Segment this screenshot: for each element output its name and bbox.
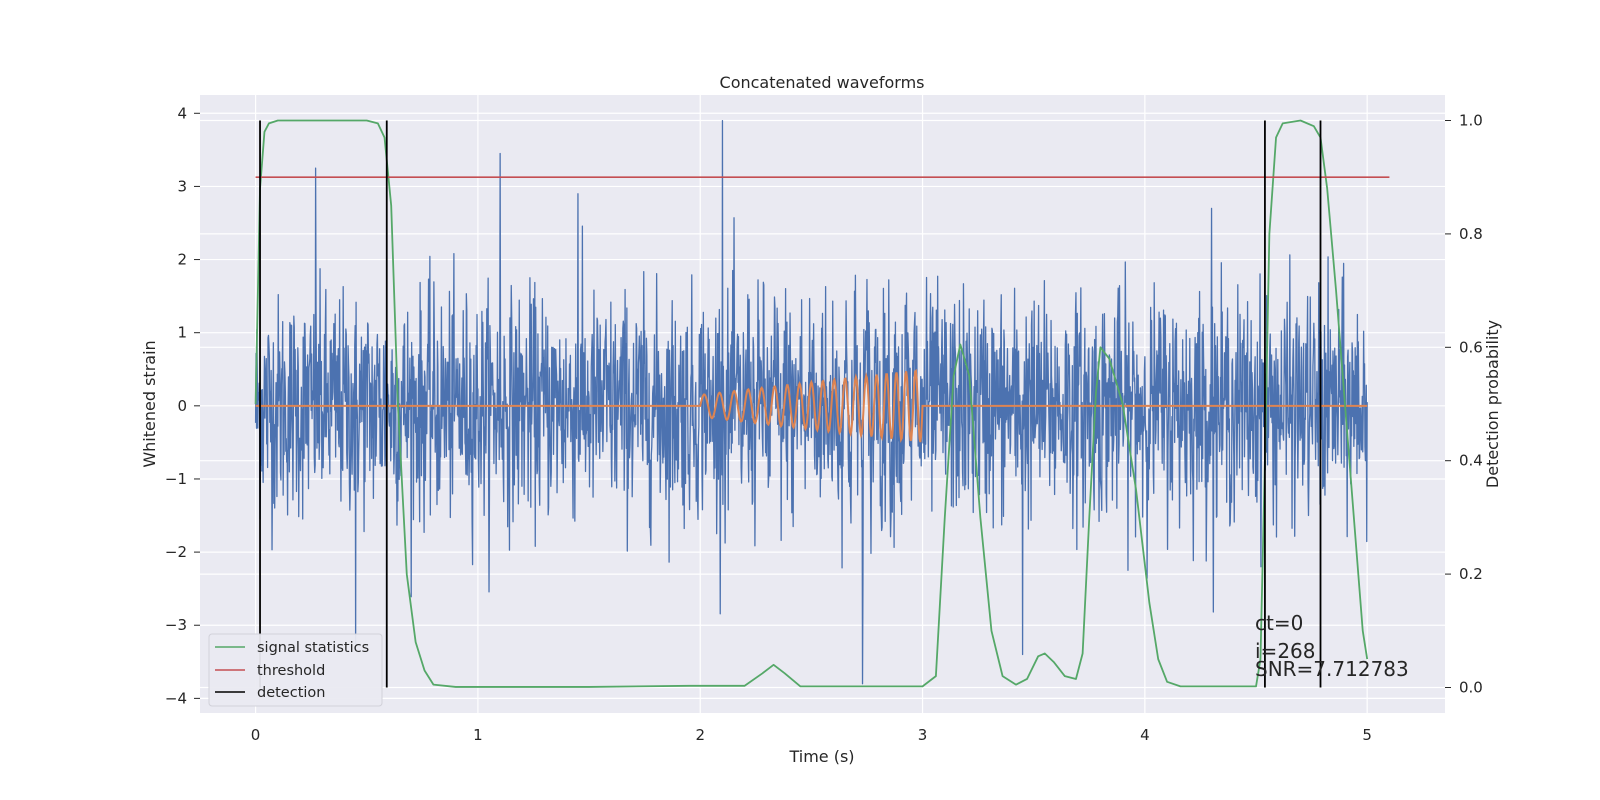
annotation-snr: SNR=7.712783 xyxy=(1255,657,1409,681)
x-tick-label: 2 xyxy=(695,726,705,744)
right-y-tick-label: 0.4 xyxy=(1459,452,1483,470)
right-y-axis-label: Detection probability xyxy=(1483,320,1502,488)
y-tick-label: 4 xyxy=(177,104,187,122)
chart-title: Concatenated waveforms xyxy=(720,73,925,92)
y-tick-label: 2 xyxy=(177,251,187,269)
detection-overlay xyxy=(254,119,1390,688)
right-y-tick-label: 0.6 xyxy=(1459,338,1483,356)
y-tick-label: 1 xyxy=(177,324,187,342)
signal-statistics-line xyxy=(254,119,1369,688)
y-tick-label: −3 xyxy=(165,616,187,634)
y-tick-label: 0 xyxy=(177,397,187,415)
legend-box xyxy=(208,633,383,707)
right-y-tick-label: 0.8 xyxy=(1459,225,1483,243)
x-tick-label: 4 xyxy=(1140,726,1150,744)
y-tick-label: −2 xyxy=(165,543,187,561)
y-tick-label: −1 xyxy=(165,470,187,488)
right-y-tick-label: 1.0 xyxy=(1459,112,1483,130)
whitened-strain-line xyxy=(254,119,1368,685)
x-tick-label: 3 xyxy=(918,726,928,744)
annotation-ct: ct=0 xyxy=(1255,611,1303,635)
right-y-tick-label: 0.2 xyxy=(1459,565,1483,583)
y-tick-label: −4 xyxy=(165,689,187,707)
x-tick-label: 0 xyxy=(251,726,261,744)
legend-label-threshold: threshold xyxy=(257,663,325,679)
right-y-tick-label: 0.0 xyxy=(1459,678,1483,696)
legend-label-signal-statistics: signal statistics xyxy=(257,640,369,656)
x-axis-label: Time (s) xyxy=(788,747,854,766)
legend-label-detection: detection xyxy=(257,685,325,701)
annotation-index: i=268 xyxy=(1255,639,1316,663)
legend: signal statistics threshold detection xyxy=(208,633,383,707)
annotation: ct=0 i=268 SNR=7.712783 xyxy=(1255,611,1409,681)
whitened-strain-series xyxy=(254,119,1368,685)
injected-waveform-series xyxy=(255,368,1368,443)
y-axis-label: Whitened strain xyxy=(140,340,159,467)
y-tick-label: 3 xyxy=(177,177,187,195)
injected-waveform-line xyxy=(255,368,1368,443)
tick-labels: 0 1 2 3 4 5 −4 −3 −2 −1 0 1 2 3 4 0.0 0.2 0.4 0.6 0.8 1.0 xyxy=(165,104,1483,744)
x-tick-label: 1 xyxy=(473,726,483,744)
x-tick-label: 5 xyxy=(1362,726,1372,744)
